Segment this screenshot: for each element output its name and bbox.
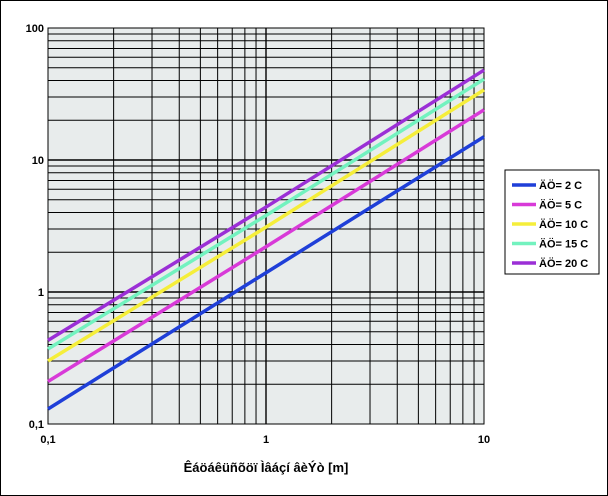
legend-label-4: ÄÖ= 15 C — [539, 238, 588, 251]
series-line-1 — [47, 135, 485, 411]
series-line-3 — [47, 88, 485, 363]
series-line-5 — [47, 68, 485, 342]
x-tick-label: 10 — [478, 434, 490, 446]
x-axis-label: Êáöáêüñõöï Ìâáçí âèÝò [m] — [184, 460, 349, 475]
y-tick-label: 0,1 — [29, 419, 44, 431]
legend-box — [504, 169, 600, 275]
x-tick-label: 0,1 — [40, 434, 55, 446]
y-tick-label: 1 — [38, 287, 44, 299]
x-tick-label: 1 — [263, 434, 269, 446]
grid — [48, 28, 484, 424]
legend: ÄÖ= 2 C ÄÖ= 5 C ÄÖ= 10 C ÄÖ= 15 C ÄÖ= 20 C — [504, 169, 600, 275]
series-line-2 — [47, 108, 485, 383]
legend-label-5: ÄÖ= 20 C — [539, 257, 588, 270]
y-tick-label: 10 — [32, 155, 44, 167]
y-tick-label: 100 — [26, 23, 44, 35]
legend-entries: ÄÖ= 2 C ÄÖ= 5 C ÄÖ= 10 C ÄÖ= 15 C ÄÖ= 20 C — [512, 179, 588, 270]
y-tick-labels: 0,1 1 10 100 — [26, 23, 44, 431]
legend-label-2: ÄÖ= 5 C — [539, 199, 582, 212]
legend-label-1: ÄÖ= 2 C — [539, 179, 582, 192]
series-line-4 — [47, 77, 485, 351]
series-lines — [47, 68, 485, 411]
x-tick-labels: 0,1 1 10 — [40, 434, 490, 446]
legend-label-3: ÄÖ= 10 C — [539, 218, 588, 231]
